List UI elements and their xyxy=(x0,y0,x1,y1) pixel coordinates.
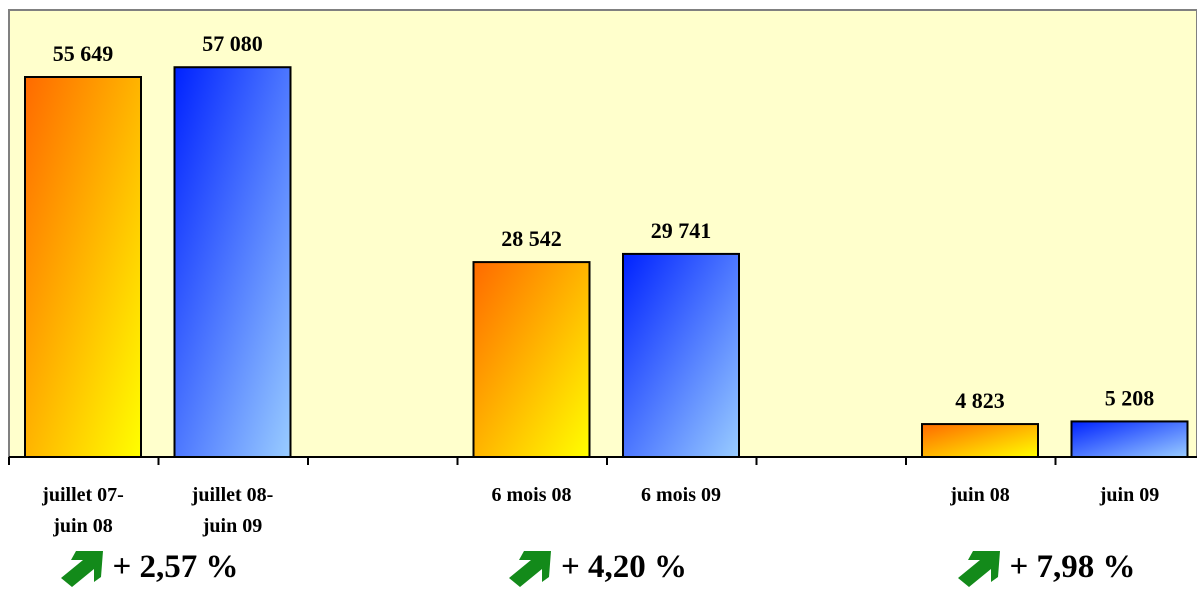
data-label: 4 823 xyxy=(955,388,1005,413)
growth-indicator: + 4,20 % xyxy=(507,547,687,587)
growth-text: + 7,98 % xyxy=(1009,548,1136,585)
bar xyxy=(472,261,591,459)
growth-indicator: + 2,57 % xyxy=(59,547,239,587)
category-label: juillet 07-juin 08 xyxy=(41,484,124,537)
up-right-arrow-icon xyxy=(60,551,103,587)
bar xyxy=(24,76,142,458)
growth-indicator: + 7,98 % xyxy=(956,547,1136,587)
data-label: 57 080 xyxy=(202,31,263,56)
bar xyxy=(622,252,740,458)
up-right-arrow-icon xyxy=(957,551,1000,587)
bar xyxy=(921,423,1039,458)
data-label: 28 542 xyxy=(501,226,562,251)
category-label: 6 mois 09 xyxy=(641,484,721,506)
bar xyxy=(173,66,292,458)
data-label: 29 741 xyxy=(651,218,712,243)
category-label: juillet 08-juin 09 xyxy=(191,484,274,537)
growth-text: + 4,20 % xyxy=(561,548,688,585)
data-label: 5 208 xyxy=(1105,385,1155,410)
bar xyxy=(1070,420,1189,459)
category-label: 6 mois 08 xyxy=(492,484,572,506)
category-label: juin 09 xyxy=(1099,484,1159,506)
category-label: juin 08 xyxy=(949,484,1009,506)
up-right-arrow-icon xyxy=(509,551,551,587)
data-label: 55 649 xyxy=(53,41,114,66)
growth-text: + 2,57 % xyxy=(112,548,239,585)
